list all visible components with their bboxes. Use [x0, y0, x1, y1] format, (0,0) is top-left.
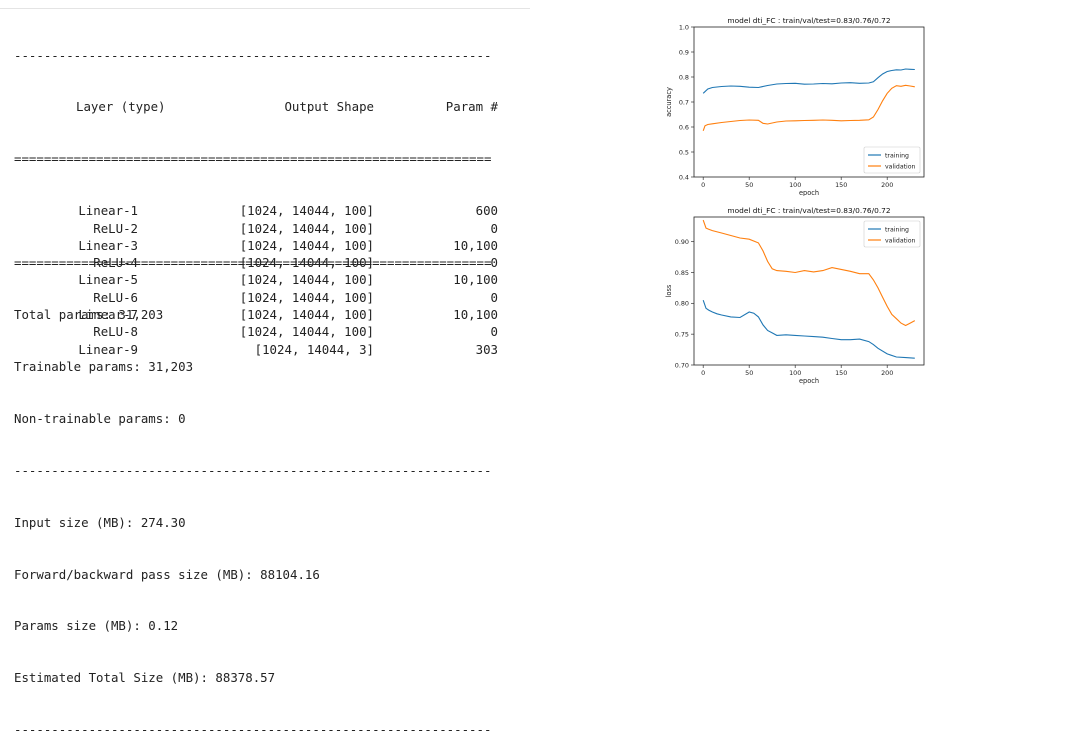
layer-param-count: 10,100: [453, 272, 498, 288]
legend-label: validation: [885, 237, 916, 244]
layer-param-count: 303: [475, 341, 498, 357]
layer-name: Linear-1: [78, 203, 138, 219]
estimated-total-size: Estimated Total Size (MB): 88378.57: [14, 670, 276, 686]
trainable-params: Trainable params: 31,203: [14, 358, 194, 374]
loss-chart: model dti_FC : train/val/test=0.83/0.76/…: [658, 204, 938, 395]
layer-param-count: 0: [490, 289, 498, 305]
layer-name: ReLU-2: [93, 220, 138, 236]
layer-output-shape: [1024, 14044, 100]: [239, 307, 374, 323]
layer-param-count: 10,100: [453, 307, 498, 323]
layer-output-shape: [1024, 14044, 3]: [254, 341, 374, 357]
y-tick-label: 0.70: [675, 361, 689, 369]
model-summary: ----------------------------------------…: [14, 12, 498, 756]
layer-row: Linear-3 [1024, 14044, 100] 10,100: [14, 237, 498, 254]
series-line-training: [702, 68, 915, 94]
layer-output-shape: [1024, 14044, 100]: [239, 255, 374, 271]
layer-output-shape: [1024, 14044, 100]: [239, 272, 374, 288]
params-size: Params size (MB): 0.12: [14, 618, 179, 634]
x-tick-label: 50: [745, 181, 753, 189]
accuracy-chart-svg: model dti_FC : train/val/test=0.83/0.76/…: [665, 16, 925, 197]
forward-backward-size: Forward/backward pass size (MB): 88104.1…: [14, 566, 320, 582]
non-trainable-params: Non-trainable params: 0: [14, 410, 186, 426]
layer-param-count: 10,100: [453, 237, 498, 253]
x-axis-label: epoch: [799, 189, 819, 196]
x-axis-label: epoch: [799, 377, 819, 385]
layer-param-count: 600: [475, 203, 498, 219]
y-tick-label: 0.4: [679, 173, 689, 181]
summary-header-row: Layer (type) Output Shape Param #: [14, 98, 498, 115]
top-divider: [0, 8, 530, 9]
y-tick-label: 0.75: [675, 331, 689, 339]
layer-param-count: 0: [490, 324, 498, 340]
x-tick-label: 50: [745, 369, 753, 377]
plot-frame: [693, 216, 925, 366]
layer-row: ReLU-8 [1024, 14044, 100] 0: [14, 323, 498, 340]
layer-param-count: 0: [490, 255, 498, 271]
layer-name: Linear-5: [78, 272, 138, 288]
layer-name: ReLU-4: [93, 255, 138, 271]
layer-name: Linear-7: [78, 307, 138, 323]
x-tick-label: 0: [701, 181, 705, 189]
layer-name: ReLU-6: [93, 289, 138, 305]
legend-label: validation: [885, 163, 916, 170]
y-tick-label: 0.85: [675, 269, 689, 277]
layer-rows: Linear-1 [1024, 14044, 100] 600 ReLU-2 [1024…: [14, 202, 498, 356]
layer-row: Linear-5 [1024, 14044, 100] 10,100: [14, 271, 498, 288]
series-line-validation: [702, 84, 915, 131]
x-tick-label: 100: [789, 181, 801, 189]
y-tick-label: 0.6: [679, 123, 689, 131]
layer-output-shape: [1024, 14044, 100]: [239, 289, 374, 305]
layer-row: ReLU-4 [1024, 14044, 100] 0: [14, 254, 498, 271]
accuracy-chart: model dti_FC : train/val/test=0.83/0.76/…: [658, 14, 938, 201]
series-line-validation: [702, 219, 916, 327]
layer-output-shape: [1024, 14044, 100]: [239, 237, 374, 253]
plot-frame: [693, 26, 925, 178]
y-tick-label: 0.8: [679, 73, 689, 81]
x-tick-label: 0: [701, 369, 705, 377]
layer-row: Linear-9 [1024, 14044, 3] 303: [14, 341, 498, 358]
layer-row: ReLU-2 [1024, 14044, 100] 0: [14, 220, 498, 237]
chart-title: model dti_FC : train/val/test=0.83/0.76/…: [727, 206, 890, 215]
y-tick-label: 0.9: [679, 48, 689, 56]
legend-label: training: [885, 152, 909, 159]
header-output-shape: Output Shape: [284, 99, 374, 115]
x-tick-label: 100: [789, 369, 801, 377]
y-tick-label: 1.0: [679, 23, 689, 31]
loss-chart-svg: model dti_FC : train/val/test=0.83/0.76/…: [665, 206, 925, 385]
separator-line: ----------------------------------------…: [14, 462, 492, 478]
layer-row: ReLU-6 [1024, 14044, 100] 0: [14, 289, 498, 306]
layer-output-shape: [1024, 14044, 100]: [239, 220, 374, 236]
separator-line: ----------------------------------------…: [14, 722, 492, 738]
x-tick-label: 200: [881, 181, 893, 189]
layer-output-shape: [1024, 14044, 100]: [239, 324, 374, 340]
layer-row: Linear-7 [1024, 14044, 100] 10,100: [14, 306, 498, 323]
y-axis-label: accuracy: [665, 87, 673, 117]
layer-name: Linear-9: [78, 341, 138, 357]
layer-name: Linear-3: [78, 237, 138, 253]
y-tick-label: 0.90: [675, 238, 689, 246]
layer-param-count: 0: [490, 220, 498, 236]
input-size: Input size (MB): 274.30: [14, 514, 186, 530]
x-tick-label: 150: [835, 181, 847, 189]
layer-row: Linear-1 [1024, 14044, 100] 600: [14, 202, 498, 219]
y-tick-label: 0.80: [675, 300, 689, 308]
header-param: Param #: [445, 99, 498, 115]
chart-title: model dti_FC : train/val/test=0.83/0.76/…: [727, 16, 890, 25]
separator-line: ========================================…: [14, 151, 492, 167]
separator-line: ----------------------------------------…: [14, 47, 492, 63]
y-tick-label: 0.7: [679, 98, 689, 106]
legend-label: training: [885, 226, 909, 233]
total-params: Total params: 31,203: [14, 307, 164, 323]
series-line-training: [702, 300, 915, 359]
x-tick-label: 200: [881, 369, 893, 377]
x-tick-label: 150: [835, 369, 847, 377]
y-axis-label: loss: [665, 284, 673, 297]
layer-name: ReLU-8: [93, 324, 138, 340]
separator-line: ========================================…: [14, 255, 492, 271]
y-tick-label: 0.5: [679, 148, 689, 156]
layer-output-shape: [1024, 14044, 100]: [239, 203, 374, 219]
header-layer: Layer (type): [76, 99, 166, 115]
